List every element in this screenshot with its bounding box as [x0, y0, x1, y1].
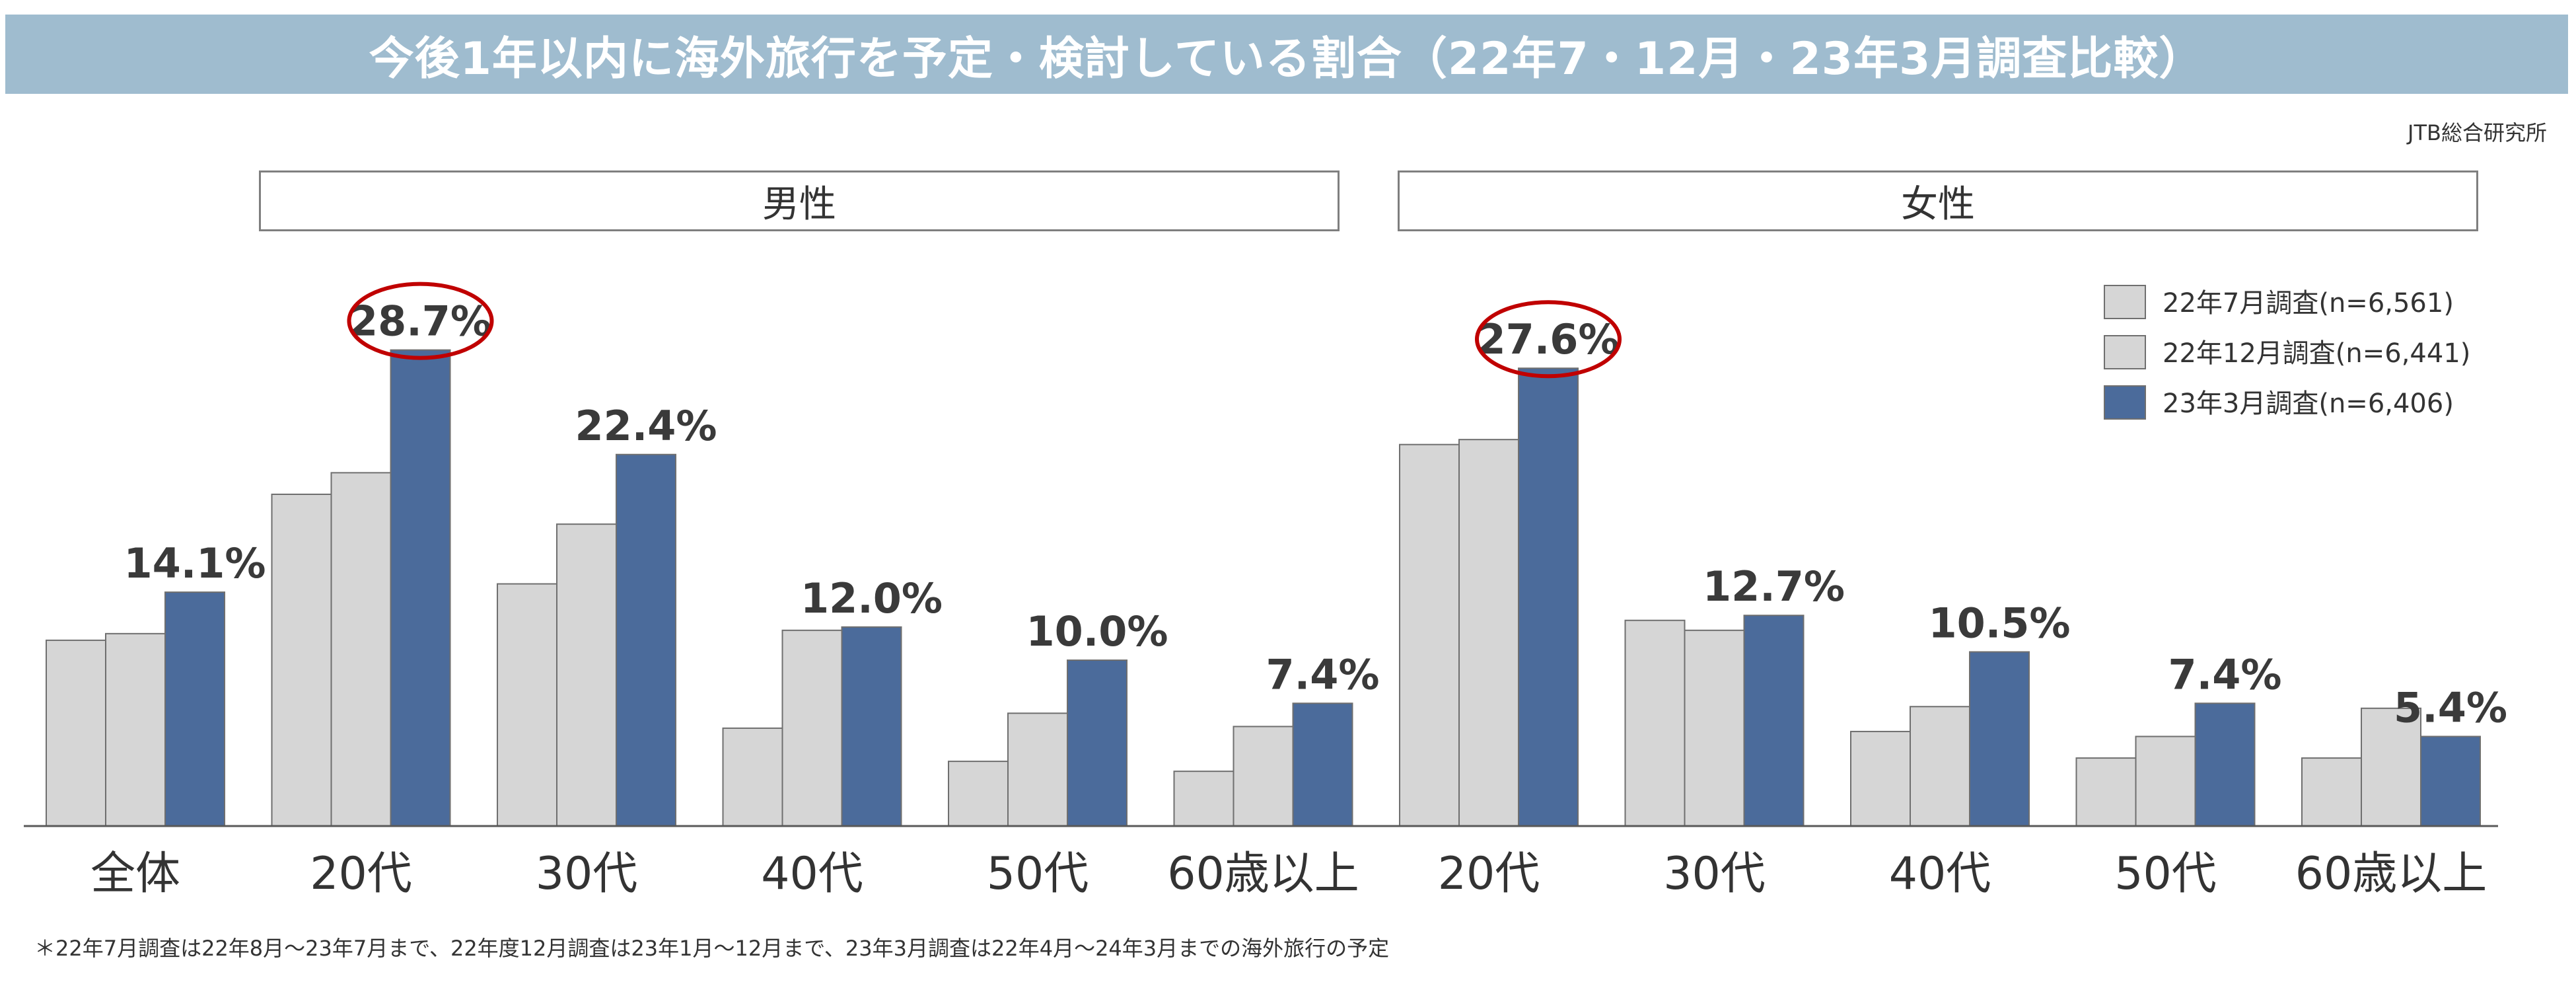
bar-series2-8: [1969, 651, 2030, 827]
category-label-1: 20代: [310, 848, 412, 900]
bar-series0-1: [271, 494, 332, 827]
bar-series0-0: [46, 639, 106, 827]
highlight-circle-6: [1475, 300, 1622, 379]
value-label-2: 22.4%: [575, 402, 717, 450]
value-label-6: 27.6%: [1477, 315, 1619, 363]
category-label-3: 40代: [761, 848, 863, 900]
bar-series0-10: [2301, 757, 2362, 827]
bar-series2-5: [1292, 702, 1353, 827]
bar-series0-8: [1850, 730, 1911, 827]
bar-series1-8: [1910, 706, 1970, 827]
value-label-5: 7.4%: [1266, 650, 1380, 699]
group-label-female: 女性: [1398, 170, 2478, 231]
bar-series1-1: [330, 472, 392, 827]
bar-series2-6: [1518, 367, 1579, 827]
value-label-1: 28.7%: [349, 297, 491, 346]
category-label-4: 50代: [987, 848, 1089, 900]
bar-series2-1: [390, 349, 451, 827]
bar-series1-6: [1458, 439, 1519, 827]
value-label-4: 10.0%: [1026, 607, 1168, 656]
bar-series0-6: [1399, 443, 1460, 827]
bar-series2-3: [841, 626, 902, 827]
category-label-9: 50代: [2114, 848, 2217, 900]
title-bar: 今後1年以内に海外旅行を予定・検討している割合（22年7・12月・23年3月調査…: [5, 15, 2568, 94]
legend-label-0: 22年7月調査(n=6,561): [2163, 288, 2454, 319]
highlight-circle-1: [347, 282, 494, 360]
bar-series1-3: [781, 629, 843, 827]
legend-swatch-2: [2104, 385, 2146, 420]
category-label-6: 20代: [1438, 848, 1540, 900]
bar-series1-9: [2135, 736, 2196, 827]
bar-series0-2: [497, 583, 557, 827]
bar-series2-7: [1743, 615, 1805, 827]
value-label-3: 12.0%: [801, 574, 943, 623]
bar-series0-5: [1173, 771, 1234, 827]
source-label: JTB総合研究所: [2408, 120, 2547, 145]
value-label-8: 10.5%: [1928, 599, 2070, 647]
value-label-9: 7.4%: [2168, 650, 2282, 699]
bar-series2-0: [164, 591, 225, 827]
category-label-10: 60歳以上: [2295, 848, 2487, 900]
bar-series0-9: [2075, 757, 2137, 827]
legend-swatch-0: [2104, 285, 2146, 319]
bar-series0-3: [722, 727, 783, 827]
category-label-8: 40代: [1889, 848, 1991, 900]
group-label-male: 男性: [259, 170, 1340, 231]
bar-series0-7: [1624, 619, 1686, 827]
footnote: ＊22年7月調査は22年8月～23年7月まで、22年度12月調査は23年1月～1…: [34, 936, 1390, 961]
bar-series1-2: [556, 523, 617, 827]
bar-series1-10: [2361, 707, 2421, 827]
legend-label-1: 22年12月調査(n=6,441): [2163, 338, 2470, 369]
legend-label-2: 23年3月調査(n=6,406): [2163, 389, 2454, 419]
bar-series1-0: [105, 632, 166, 827]
bar-series2-9: [2194, 702, 2256, 827]
bar-series1-4: [1007, 712, 1068, 827]
bar-series1-7: [1684, 629, 1745, 827]
value-label-0: 14.1%: [124, 539, 266, 587]
category-label-2: 30代: [536, 848, 638, 900]
bar-series2-2: [616, 453, 676, 827]
category-label-0: 全体: [90, 848, 180, 900]
chart-title: 今後1年以内に海外旅行を予定・検討している割合（22年7・12月・23年3月調査…: [369, 32, 2205, 85]
bar-series2-10: [2420, 736, 2481, 827]
value-label-7: 12.7%: [1703, 562, 1845, 611]
value-label-10: 5.4%: [2394, 683, 2507, 732]
bar-series2-4: [1067, 660, 1127, 827]
category-label-7: 30代: [1663, 848, 1766, 900]
bar-series1-5: [1233, 726, 1294, 827]
bar-series0-4: [948, 761, 1009, 827]
legend-swatch-1: [2104, 335, 2146, 369]
category-label-5: 60歳以上: [1167, 848, 1359, 900]
